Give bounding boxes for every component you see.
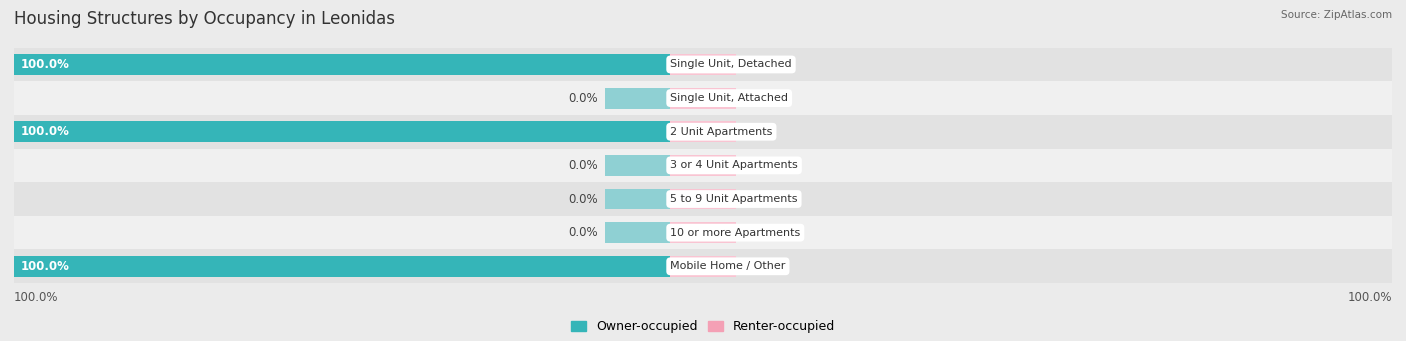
Text: 0.0%: 0.0% — [742, 92, 772, 105]
Bar — [0, 216, 1392, 250]
Text: 2 Unit Apartments: 2 Unit Apartments — [671, 127, 772, 137]
Text: 100.0%: 100.0% — [21, 125, 69, 138]
Text: 0.0%: 0.0% — [742, 125, 772, 138]
Bar — [0, 81, 1392, 115]
Text: 100.0%: 100.0% — [21, 58, 69, 71]
Text: 100.0%: 100.0% — [21, 260, 69, 273]
Bar — [0, 149, 1392, 182]
Text: Housing Structures by Occupancy in Leonidas: Housing Structures by Occupancy in Leoni… — [14, 10, 395, 28]
Bar — [605, 155, 671, 176]
Text: 3 or 4 Unit Apartments: 3 or 4 Unit Apartments — [671, 160, 799, 170]
Bar — [0, 48, 1392, 81]
Bar — [671, 88, 735, 108]
Bar — [14, 121, 671, 142]
Text: 0.0%: 0.0% — [742, 226, 772, 239]
Text: 0.0%: 0.0% — [568, 193, 598, 206]
Bar — [0, 115, 1392, 149]
Text: Source: ZipAtlas.com: Source: ZipAtlas.com — [1281, 10, 1392, 20]
Text: 10 or more Apartments: 10 or more Apartments — [671, 228, 800, 238]
Bar — [14, 54, 671, 75]
Text: 0.0%: 0.0% — [742, 260, 772, 273]
Text: Single Unit, Detached: Single Unit, Detached — [671, 59, 792, 70]
Text: 0.0%: 0.0% — [568, 92, 598, 105]
Bar — [671, 155, 735, 176]
Text: 0.0%: 0.0% — [568, 226, 598, 239]
Bar — [605, 189, 671, 209]
Text: Mobile Home / Other: Mobile Home / Other — [671, 261, 786, 271]
Bar — [605, 222, 671, 243]
Text: Single Unit, Attached: Single Unit, Attached — [671, 93, 789, 103]
Text: 0.0%: 0.0% — [568, 159, 598, 172]
Bar — [0, 250, 1392, 283]
Bar — [671, 121, 735, 142]
Text: 0.0%: 0.0% — [742, 159, 772, 172]
Text: 100.0%: 100.0% — [14, 291, 59, 303]
Legend: Owner-occupied, Renter-occupied: Owner-occupied, Renter-occupied — [567, 315, 839, 338]
Bar — [671, 54, 735, 75]
Bar — [0, 182, 1392, 216]
Text: 100.0%: 100.0% — [1347, 291, 1392, 303]
Text: 0.0%: 0.0% — [742, 58, 772, 71]
Bar — [605, 88, 671, 108]
Text: 5 to 9 Unit Apartments: 5 to 9 Unit Apartments — [671, 194, 797, 204]
Bar — [671, 222, 735, 243]
Bar — [671, 189, 735, 209]
Bar — [671, 256, 735, 277]
Bar — [14, 256, 671, 277]
Text: 0.0%: 0.0% — [742, 193, 772, 206]
